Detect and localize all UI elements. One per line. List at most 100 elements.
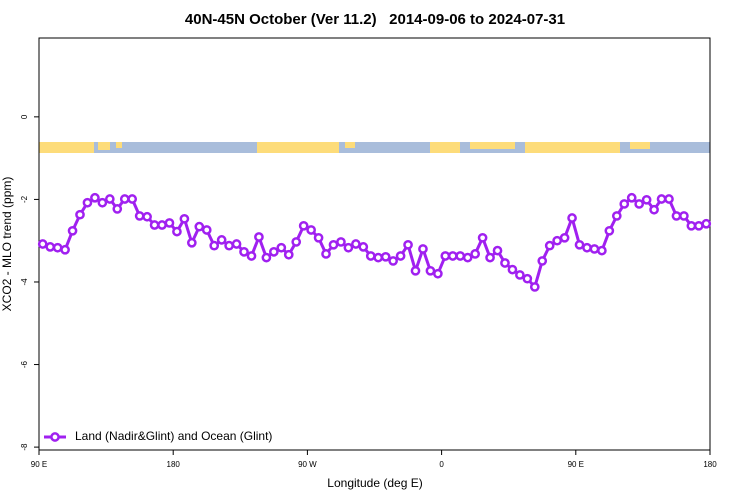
data-point	[365, 251, 376, 261]
data-point	[201, 225, 212, 235]
y-tick-label: 0	[20, 114, 29, 119]
data-point	[440, 251, 451, 261]
data-point	[507, 264, 518, 275]
data-point	[276, 242, 287, 253]
x-axis-label: Longitude (deg E)	[327, 476, 422, 490]
data-point	[433, 268, 443, 279]
data-point	[306, 225, 316, 235]
x-tick-label: 180	[703, 460, 717, 469]
data-point	[500, 258, 510, 268]
data-point	[664, 194, 674, 204]
data-point	[298, 220, 309, 231]
plot-frame	[38, 37, 711, 451]
data-point	[90, 192, 100, 203]
data-point	[626, 192, 637, 203]
data-point	[470, 249, 480, 259]
data-point	[328, 239, 339, 250]
data-point	[403, 239, 413, 250]
data-point	[611, 211, 622, 221]
data-point	[462, 252, 473, 263]
data-point	[157, 220, 167, 230]
data-point	[373, 252, 384, 263]
data-point	[67, 225, 78, 236]
data-point	[194, 221, 205, 232]
data-point	[261, 252, 272, 263]
data-point	[179, 213, 190, 224]
chart-title: 40N-45N October (Ver 11.2) 2014-09-06 to…	[185, 11, 565, 28]
data-point	[701, 218, 712, 229]
data-point	[589, 244, 600, 254]
data-point	[671, 211, 682, 221]
data-point	[559, 232, 570, 243]
data-point	[619, 199, 630, 209]
y-tick-label: -6	[20, 360, 29, 368]
data-point	[358, 242, 369, 252]
data-point	[425, 265, 436, 276]
data-point	[149, 220, 160, 230]
data-point	[321, 249, 331, 259]
data-point	[544, 240, 555, 251]
data-point	[283, 249, 294, 260]
series-line	[42, 195, 707, 290]
data-point	[679, 211, 689, 221]
data-point	[75, 209, 85, 220]
y-tick-label: -2	[20, 195, 29, 203]
data-point	[231, 239, 242, 249]
data-point	[515, 270, 525, 280]
data-point	[552, 235, 563, 246]
data-point	[269, 246, 279, 257]
data-point	[336, 237, 346, 247]
legend-marker	[50, 432, 60, 442]
data-point	[537, 256, 548, 266]
y-axis-label: XCO2 - MLO trend (ppm)	[0, 177, 14, 312]
data-point	[641, 194, 652, 205]
data-point	[567, 213, 577, 223]
data-point	[45, 242, 56, 252]
data-point	[239, 246, 249, 257]
data-point	[477, 232, 488, 243]
data-point	[388, 256, 398, 266]
data-point	[52, 242, 63, 253]
x-tick-label: 90 E	[31, 460, 47, 469]
data-point	[418, 244, 428, 254]
data-point	[455, 251, 466, 261]
data-point	[112, 204, 123, 214]
data-point	[447, 251, 458, 261]
data-point	[97, 197, 108, 208]
y-tick-label: -8	[20, 443, 29, 451]
data-point	[492, 245, 503, 256]
data-point	[186, 237, 197, 248]
data-point	[522, 273, 533, 284]
data-point	[37, 239, 48, 249]
data-point	[395, 251, 406, 261]
data-point	[127, 194, 138, 204]
x-tick-label: 0	[439, 460, 444, 469]
data-point	[60, 244, 70, 255]
data-point	[351, 239, 361, 249]
data-point	[604, 225, 615, 236]
data-point	[485, 252, 495, 263]
data-point	[634, 199, 645, 209]
x-tick-label: 90 E	[568, 460, 584, 469]
data-point	[291, 237, 302, 247]
data-point	[224, 240, 234, 251]
data-point	[246, 251, 257, 261]
y-tick-label: -4	[20, 278, 29, 286]
data-point	[104, 194, 115, 204]
data-point	[649, 204, 659, 215]
data-point	[574, 239, 585, 250]
data-point	[410, 265, 421, 276]
data-point	[172, 226, 182, 237]
x-tick-label: 90 W	[298, 460, 317, 469]
data-point	[134, 211, 145, 221]
x-tick-label: 180	[167, 460, 181, 469]
data-point	[313, 232, 324, 243]
data-point	[164, 218, 175, 228]
data-point	[686, 220, 697, 231]
land-ocean-strip	[39, 142, 710, 153]
data-point	[119, 194, 130, 204]
data-point	[656, 194, 667, 204]
legend-label: Land (Nadir&Glint) and Ocean (Glint)	[75, 429, 272, 443]
data-point	[529, 282, 540, 292]
